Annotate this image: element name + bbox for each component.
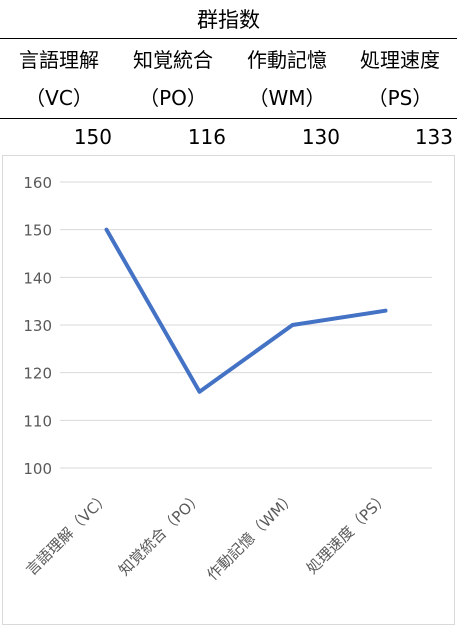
y-tick-label: 120 [23,365,52,383]
column-name-vc: 言語理解 [19,48,99,72]
column-code-vc: （VC） [25,86,93,110]
value-wm: 130 [301,125,340,149]
column-code-wm: （WM） [248,86,326,110]
y-tick-label: 100 [23,460,52,478]
y-tick-label: 140 [23,269,52,287]
x-tick-label: 処理速度（PS） [303,488,393,578]
column-name-ps: 処理速度 [360,48,440,72]
value-ps: 133 [414,125,453,149]
y-tick-label: 150 [23,222,52,240]
x-tick-label: 作動記憶（WM） [203,488,299,584]
value-po: 116 [187,125,226,149]
column-name-wm: 作動記憶 [247,48,327,72]
y-tick-label: 160 [23,174,52,192]
series-line [104,227,388,394]
title-divider [0,38,457,39]
table-title: 群指数 [197,8,260,32]
column-code-ps: （PS） [367,86,433,110]
y-tick-label: 110 [23,412,52,430]
column-name-po: 知覚統合 [133,48,213,72]
header-divider [0,118,457,119]
y-tick-label: 130 [23,317,52,335]
x-tick-label: 言語理解（VC） [22,488,113,579]
chart-frame [2,155,455,625]
column-code-po: （PO） [139,86,207,110]
x-tick-label: 知覚統合（PO） [115,488,206,579]
value-vc: 150 [73,125,112,149]
